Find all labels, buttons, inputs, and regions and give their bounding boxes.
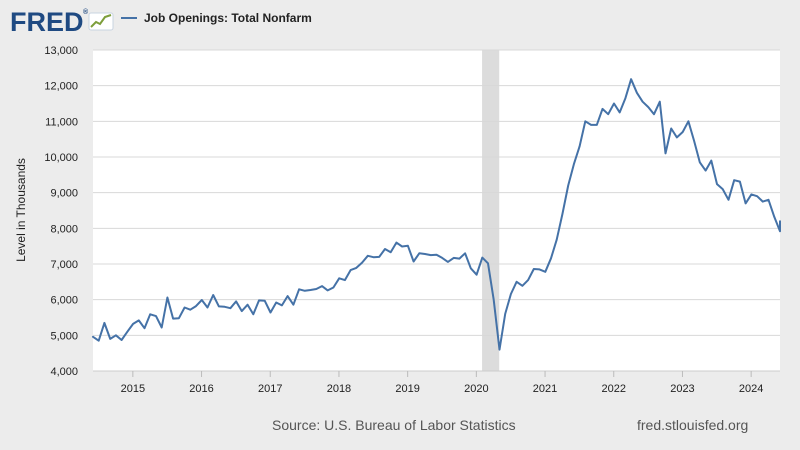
y-tick-label: 8,000 <box>50 223 78 235</box>
x-tick-label: 2022 <box>602 383 626 395</box>
grid-layer <box>93 49 780 336</box>
y-axis: 4,000 5,000 6,000 7,000 8,000 9,000 10,000 11,0… <box>44 45 78 378</box>
x-tick-label: 2016 <box>189 383 213 395</box>
y-tick-label: 12,000 <box>44 81 78 93</box>
series-layer <box>92 78 781 351</box>
fred-logo-chart-icon <box>88 12 114 31</box>
recession-layer <box>482 50 500 371</box>
y-tick-label: 13,000 <box>44 45 78 57</box>
recession-band <box>482 50 500 371</box>
series-line[interactable] <box>92 78 781 351</box>
legend-label: Job Openings: Total Nonfarm <box>144 11 312 25</box>
plot-area <box>93 50 780 371</box>
x-axis: 2015 2016 2017 2018 2019 2020 2021 2022 2023 2024 <box>93 370 780 395</box>
fred-logo-trademark: ® <box>83 8 89 16</box>
x-tick-label: 2023 <box>670 383 694 395</box>
fred-logo-text: FRED <box>10 7 84 37</box>
x-tick-label: 2018 <box>327 383 351 395</box>
source-text: Source: U.S. Bureau of Labor Statistics <box>272 417 516 433</box>
y-tick-label: 7,000 <box>50 259 78 271</box>
y-tick-label: 10,000 <box>44 152 78 164</box>
y-tick-label: 6,000 <box>50 295 78 307</box>
y-tick-label: 9,000 <box>50 188 78 200</box>
y-tick-label: 11,000 <box>45 116 78 128</box>
y-axis-label: Level in Thousands <box>14 158 28 262</box>
fred-logo[interactable]: FRED ® <box>10 7 114 37</box>
legend: Job Openings: Total Nonfarm <box>121 11 312 25</box>
x-tick-label: 2015 <box>121 383 145 395</box>
x-tick-label: 2017 <box>258 383 282 395</box>
y-tick-label: 5,000 <box>50 330 78 342</box>
x-tick-label: 2024 <box>739 383 763 395</box>
x-tick-label: 2020 <box>464 383 488 395</box>
x-tick-label: 2019 <box>395 383 419 395</box>
y-tick-label: 4,000 <box>50 366 78 378</box>
x-tick-label: 2021 <box>533 383 557 395</box>
site-link[interactable]: fred.stlouisfed.org <box>637 417 748 433</box>
